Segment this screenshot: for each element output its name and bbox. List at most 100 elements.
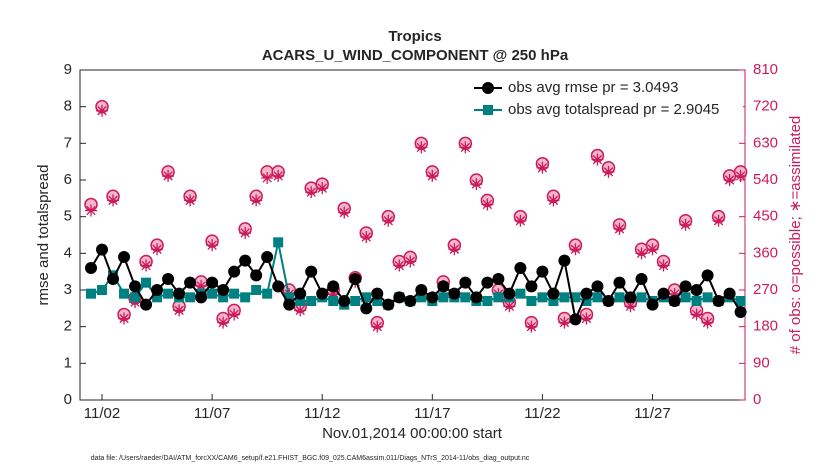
assimilated-marker	[470, 178, 483, 191]
assimilated-marker	[624, 300, 637, 313]
rmse-marker	[118, 251, 131, 263]
spread-marker	[691, 296, 702, 306]
rmse-marker	[129, 280, 142, 293]
rmse-marker	[657, 287, 670, 300]
y2-tick-label: 450	[753, 208, 778, 225]
rmse-marker	[85, 262, 98, 274]
assimilated-marker	[415, 141, 428, 154]
rmse-marker	[514, 262, 527, 274]
assimilated-marker	[481, 198, 494, 211]
assimilated-marker	[723, 174, 736, 186]
rmse-marker	[184, 276, 197, 289]
assimilated-marker	[96, 104, 109, 117]
y2-tick-label: 810	[753, 61, 778, 78]
rmse-marker	[668, 295, 681, 307]
assimilated-marker	[371, 320, 384, 333]
spread-marker	[416, 292, 427, 303]
assimilated-marker	[668, 288, 681, 301]
rmse-marker	[547, 287, 560, 300]
y2-tick-label: 540	[753, 171, 778, 188]
rmse-marker	[646, 298, 659, 311]
y2-tick-label: 0	[753, 391, 761, 408]
y-tick-label: 4	[64, 244, 72, 261]
rmse-marker	[217, 284, 230, 296]
spread-marker	[273, 237, 284, 248]
spread-marker	[438, 292, 449, 303]
rmse-marker	[294, 287, 307, 300]
assimilated-marker	[140, 259, 153, 272]
rmse-marker	[415, 284, 428, 296]
assimilated-marker	[525, 320, 538, 333]
assimilated-marker	[85, 204, 98, 217]
legend-marker	[482, 82, 494, 94]
rmse-marker	[437, 280, 450, 293]
assimilated-marker	[646, 243, 659, 256]
rmse-marker	[734, 306, 747, 318]
y-tick-label: 3	[64, 281, 72, 298]
x-tick-label: 11/27	[634, 405, 670, 422]
assimilated-marker	[360, 231, 373, 244]
rmse-marker	[338, 295, 351, 307]
spread-marker	[141, 277, 152, 288]
y-tick-label: 1	[64, 354, 72, 371]
assimilated-marker	[503, 300, 516, 313]
assimilated-marker	[547, 194, 560, 207]
rmse-marker	[140, 298, 153, 311]
y2-axis-label: # of obs: o=possible; ∗=assimilated	[787, 116, 804, 355]
spread-marker	[284, 292, 295, 303]
legend-marker	[483, 105, 493, 115]
spread-marker	[493, 292, 504, 303]
spread-marker	[152, 292, 163, 303]
assimilated-marker	[305, 186, 318, 199]
rmse-marker	[558, 254, 571, 267]
spread-marker	[592, 292, 603, 303]
rmse-marker	[701, 269, 714, 282]
spread-marker	[581, 296, 592, 306]
rmse-marker	[239, 254, 252, 267]
rmse-marker	[305, 265, 318, 278]
y-axis-label: rmse and totalspread	[35, 165, 52, 306]
spread-marker	[548, 296, 559, 306]
assimilated-marker	[217, 316, 230, 329]
spread-marker	[559, 292, 570, 303]
assimilated-marker	[118, 312, 131, 325]
assimilated-marker	[712, 214, 725, 227]
assimilated-marker	[459, 141, 472, 154]
assimilated-marker	[393, 259, 406, 272]
y2-tick-label: 630	[753, 134, 778, 151]
rmse-marker	[492, 273, 505, 285]
spread-marker	[482, 296, 493, 306]
assimilated-marker	[580, 312, 593, 325]
chart-title: Tropics	[388, 28, 441, 45]
rmse-marker	[470, 291, 483, 304]
assimilated-marker	[591, 153, 604, 166]
rmse-marker	[228, 265, 241, 278]
assimilated-marker	[327, 288, 340, 301]
assimilated-marker	[569, 243, 582, 256]
rmse-marker	[195, 291, 208, 304]
x-tick-label: 11/12	[304, 405, 340, 422]
spread-marker	[460, 292, 471, 303]
spread-marker	[372, 296, 383, 306]
rmse-marker	[448, 287, 461, 300]
rmse-marker	[360, 302, 373, 315]
assimilated-marker	[558, 316, 571, 329]
rmse-marker	[327, 280, 340, 293]
spread-marker	[306, 296, 317, 306]
spread-marker	[251, 285, 262, 295]
spread-marker	[218, 292, 229, 303]
spread-marker	[537, 292, 548, 303]
assimilated-marker	[261, 171, 274, 184]
rmse-marker	[107, 273, 120, 285]
spread-marker	[702, 292, 713, 303]
rmse-marker	[481, 276, 494, 289]
rmse-marker	[96, 243, 109, 256]
y-tick-label: 5	[64, 208, 72, 225]
rmse-marker	[569, 313, 582, 326]
assimilated-marker	[107, 194, 120, 207]
rmse-marker	[272, 280, 285, 293]
rmse-marker	[283, 298, 296, 311]
x-tick-label: 11/17	[414, 405, 450, 422]
assimilated-marker	[162, 169, 175, 182]
